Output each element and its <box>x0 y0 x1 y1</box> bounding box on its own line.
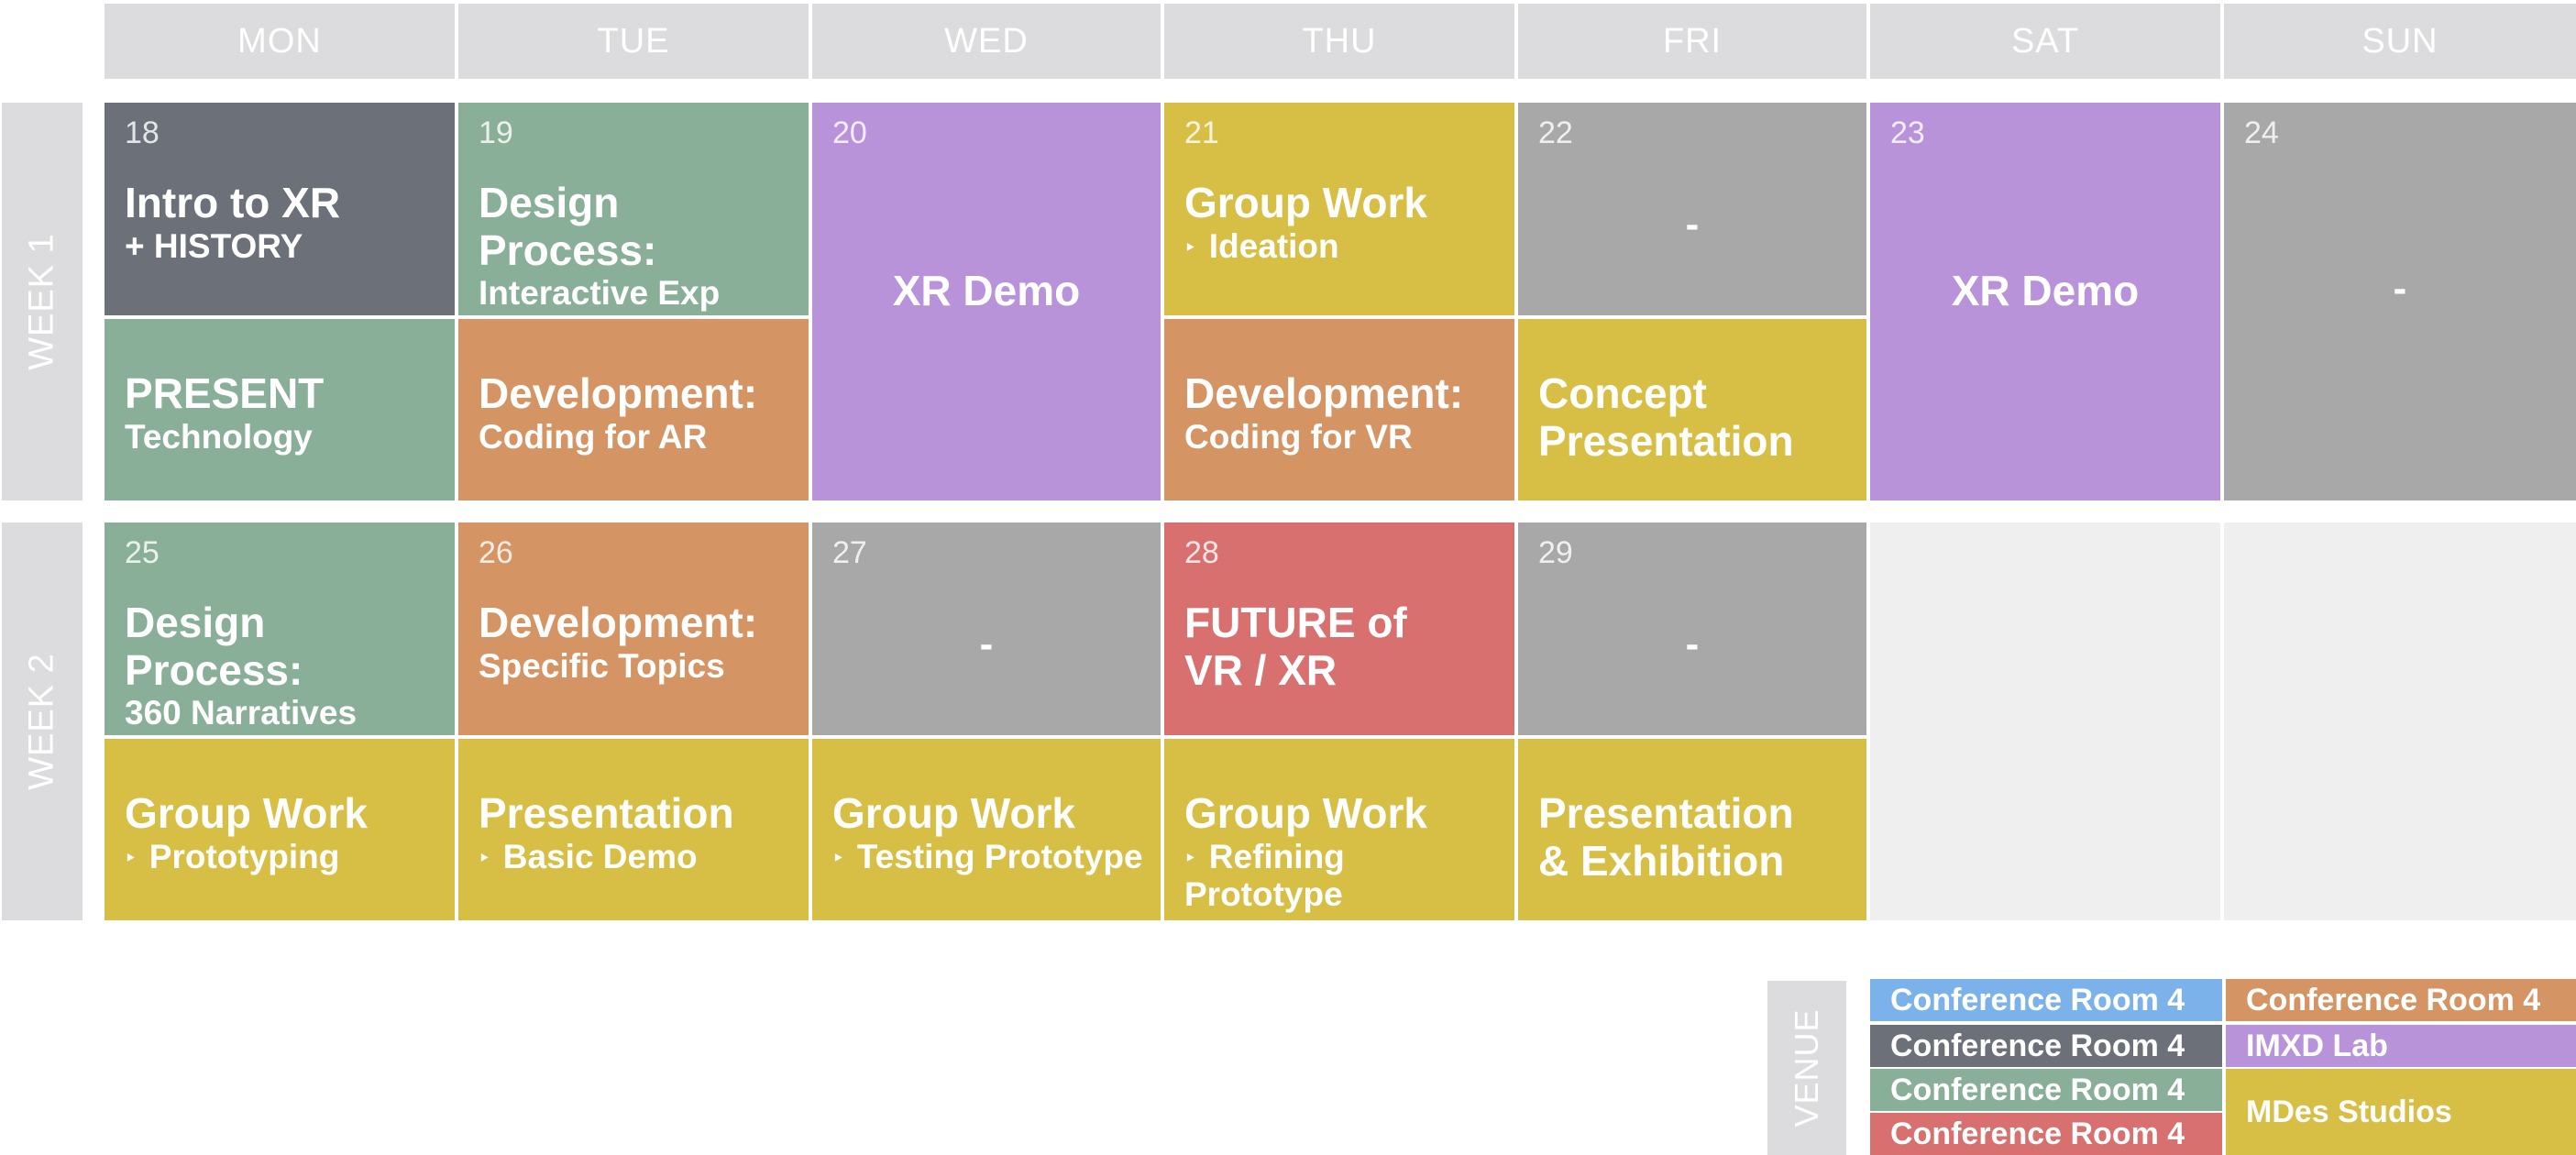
date-number: 26 <box>479 535 513 570</box>
session-thu-21-pm[interactable]: Development: Coding for VR <box>1164 319 1514 500</box>
venue-item-conference-room-orange: Conference Room 4 <box>2226 979 2576 1021</box>
session-title: Group Work <box>1184 789 1427 837</box>
session-wed-27-am[interactable]: 27 - <box>812 522 1161 735</box>
session-subtitle: 360 Narratives <box>125 694 358 732</box>
session-tue-19-pm[interactable]: Development: Coding for AR <box>458 319 809 500</box>
session-fri-29-am[interactable]: 29 - <box>1518 522 1866 735</box>
date-number: 20 <box>832 116 867 150</box>
session-sun-24[interactable]: 24 - <box>2224 103 2576 500</box>
empty-sat-week-2 <box>1870 522 2220 920</box>
session-subtitle: Testing Prototype <box>856 837 1143 875</box>
session-mon-18-am[interactable]: 18 Intro to XR + HISTORY <box>105 103 455 315</box>
bullet-icon: ‣ <box>832 848 844 869</box>
day-header-wed: WED <box>812 4 1161 79</box>
session-fri-29-pm[interactable]: Presentation & Exhibition <box>1518 739 1866 920</box>
date-number: 23 <box>1890 116 1925 150</box>
session-empty-dash: - <box>979 622 994 666</box>
date-number: 25 <box>125 535 160 570</box>
session-title: PRESENT <box>125 369 325 417</box>
session-title: Group Work <box>1184 179 1427 226</box>
session-title: Concept <box>1538 369 1707 417</box>
session-mon-25-pm[interactable]: Group Work ‣ Prototyping <box>105 739 455 920</box>
session-empty-dash: - <box>1685 622 1700 666</box>
day-header-sat: SAT <box>1870 4 2220 79</box>
week-1-label-text: WEEK 1 <box>22 233 61 370</box>
date-number: 27 <box>832 535 867 570</box>
session-title: FUTURE of <box>1184 599 1407 646</box>
session-subtitle: + HISTORY <box>125 226 303 265</box>
venue-item-conference-room-red: Conference Room 4 <box>1870 1113 2222 1155</box>
session-title: Presentation <box>479 789 734 837</box>
date-number: 21 <box>1184 116 1219 150</box>
session-title: Group Work <box>125 789 368 837</box>
session-empty-dash: - <box>1685 202 1700 247</box>
session-wed-20[interactable]: 20 XR Demo <box>812 103 1161 500</box>
venue-item-mdes-studios: MDes Studios <box>2226 1069 2576 1155</box>
session-subtitle: Prototyping <box>149 837 340 875</box>
day-header-thu: THU <box>1164 4 1514 79</box>
date-number: 28 <box>1184 535 1219 570</box>
session-tue-26-pm[interactable]: Presentation ‣ Basic Demo <box>458 739 809 920</box>
session-subtitle: Coding for VR <box>1184 417 1413 456</box>
date-number: 18 <box>125 116 160 150</box>
session-fri-22-pm[interactable]: Concept Presentation <box>1518 319 1866 500</box>
week-2-label: WEEK 2 <box>2 522 83 920</box>
venue-item-conference-room-green: Conference Room 4 <box>1870 1069 2222 1111</box>
session-subtitle: VR / XR <box>1184 645 1338 694</box>
session-thu-28-pm[interactable]: Group Work ‣ Refining Prototype <box>1164 739 1514 920</box>
venue-item-imxd-lab: IMXD Lab <box>2226 1025 2576 1067</box>
bullet-icon: ‣ <box>479 848 490 869</box>
bullet-icon: ‣ <box>125 848 137 869</box>
bullet-icon: ‣ <box>1184 848 1196 869</box>
session-title: Design Process: <box>479 179 657 274</box>
bullet-icon: ‣ <box>1184 237 1196 258</box>
session-subtitle: Refining Prototype <box>1184 837 1345 913</box>
session-subtitle: Presentation <box>1538 416 1794 465</box>
session-title: Group Work <box>832 789 1075 837</box>
session-title: XR Demo <box>1951 267 2140 314</box>
session-subtitle: Coding for AR <box>479 417 708 456</box>
session-title: Development: <box>479 369 758 417</box>
venue-label-text: VENUE <box>1788 1008 1825 1128</box>
venue-legend-label: VENUE <box>1767 981 1846 1155</box>
session-tue-19-am[interactable]: 19 Design Process: Interactive Exp <box>458 103 809 315</box>
session-title: Development: <box>479 599 758 646</box>
date-number: 24 <box>2244 116 2279 150</box>
session-wed-27-pm[interactable]: Group Work ‣ Testing Prototype <box>812 739 1161 920</box>
week-2-label-text: WEEK 2 <box>22 653 61 790</box>
session-title: Intro to XR <box>125 179 341 226</box>
session-tue-26-am[interactable]: 26 Development: Specific Topics <box>458 522 809 735</box>
session-subtitle: Interactive Exp <box>479 274 721 313</box>
date-number: 19 <box>479 116 513 150</box>
session-title: Development: <box>1184 369 1464 417</box>
date-number: 22 <box>1538 116 1573 150</box>
session-sat-23[interactable]: 23 XR Demo <box>1870 103 2220 500</box>
session-empty-dash: - <box>2393 266 2407 311</box>
session-thu-28-am[interactable]: 28 FUTURE of VR / XR <box>1164 522 1514 735</box>
session-subtitle: & Exhibition <box>1538 836 1785 885</box>
day-header-fri: FRI <box>1518 4 1866 79</box>
date-number: 29 <box>1538 535 1573 570</box>
session-subtitle: Technology <box>125 417 313 456</box>
session-subtitle: Basic Demo <box>502 837 698 875</box>
session-title: XR Demo <box>892 267 1081 314</box>
venue-item-conference-room-dark: Conference Room 4 <box>1870 1025 2222 1067</box>
venue-item-conference-room-blue: Conference Room 4 <box>1870 979 2222 1021</box>
session-mon-18-pm[interactable]: PRESENT Technology <box>105 319 455 500</box>
week-1-label: WEEK 1 <box>2 103 83 500</box>
session-subtitle: Specific Topics <box>479 646 725 685</box>
session-thu-21-am[interactable]: 21 Group Work ‣ Ideation <box>1164 103 1514 315</box>
day-header-tue: TUE <box>458 4 809 79</box>
session-subtitle: Ideation <box>1208 226 1339 265</box>
day-header-sun: SUN <box>2224 4 2576 79</box>
day-header-mon: MON <box>105 4 455 79</box>
session-title: Design Process: <box>125 599 303 694</box>
session-fri-22-am[interactable]: 22 - <box>1518 103 1866 315</box>
empty-sun-week-2 <box>2224 522 2576 920</box>
session-title: Presentation <box>1538 789 1794 837</box>
session-mon-25-am[interactable]: 25 Design Process: 360 Narratives <box>105 522 455 735</box>
